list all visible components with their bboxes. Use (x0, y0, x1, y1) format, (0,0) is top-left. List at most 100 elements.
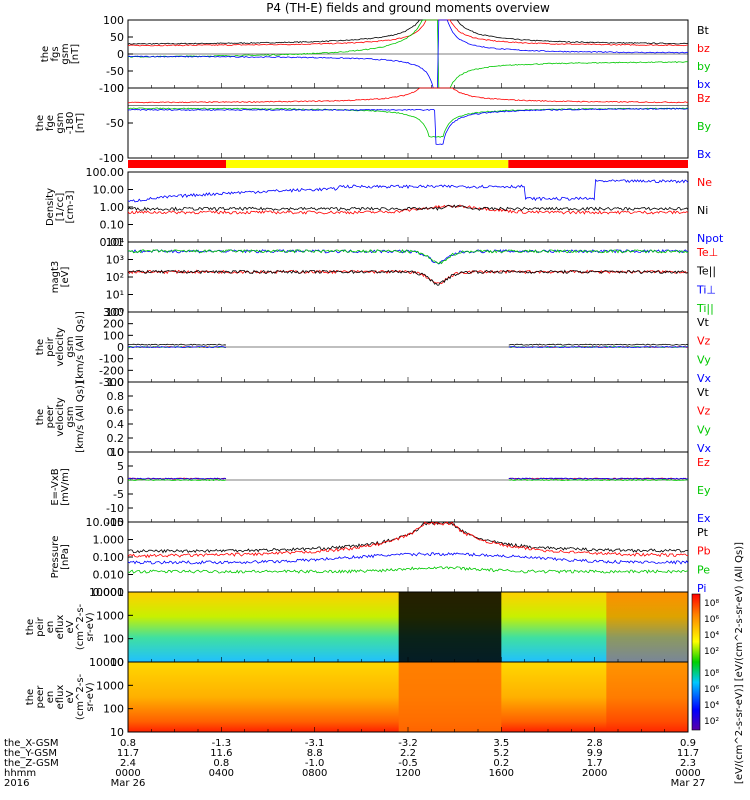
panel-frame (127, 381, 689, 453)
y-tick-label: 10⁴ (106, 236, 125, 249)
legend-fge-2: Bx (697, 148, 712, 161)
y-tick-label: 200 (103, 318, 124, 331)
colorbar-tick: 10⁸ (704, 599, 719, 609)
y-axis-label-line: the (35, 409, 46, 425)
panel-fgs: 100 50 0 -50 -100 thefgsgsm[nT] Bt bz by bx (40, 14, 711, 95)
legend-density-0: Ne (697, 176, 712, 189)
y-tick-label: 1000 (96, 679, 124, 692)
time-axis-value: 0000 (675, 768, 700, 779)
colorbar-tick: 10² (704, 717, 719, 727)
legend-peer-velocity-0: Vt (697, 386, 710, 399)
trace-efield-1 (127, 479, 689, 481)
trace-temperature-0 (127, 269, 689, 285)
time-axis-value: 2000 (582, 768, 607, 779)
trace-density-0 (127, 204, 689, 215)
legend-temperature-3: Ti|| (696, 302, 714, 315)
panel-pressure: 10.0001.0000.1000.0100.001Pressure[nPa]P… (50, 516, 711, 599)
trace-peir-velocity-0 (127, 343, 689, 346)
spectrogram-late (606, 592, 688, 662)
y-tick-label: 0 (117, 341, 124, 354)
trace-fge-2 (127, 107, 689, 145)
legend-fgs-3: bx (697, 78, 711, 91)
legend-efield-1: Ey (697, 484, 711, 497)
time-axis-value: 0.8 (213, 758, 229, 769)
y-axis-label-line: the (25, 619, 36, 635)
panel-density: 100.00 10.00 1.00 0.10 0.01 Density[1/cc][cm-… (45, 166, 724, 249)
time-axis-value: -1.3 (212, 738, 232, 749)
trace-pressure-2 (127, 566, 689, 574)
y-axis-label-line: -180 (65, 112, 76, 135)
trace-temperature-2 (127, 249, 689, 265)
y-tick-label: 0 (117, 474, 124, 487)
y-axis-label: thepeirvelocitygsm[km/s (All Qs)] (35, 311, 86, 383)
y-axis-label-line: [eV] (60, 267, 71, 288)
y-axis-label-line: gsm (65, 336, 76, 357)
time-axis-value: 2.4 (120, 758, 136, 769)
legend-efield-2: Ex (697, 512, 711, 525)
colorbar-tick: 10² (704, 647, 719, 657)
trace-density-2 (127, 178, 689, 203)
panel-fge: 0 -50 -100 thefgegsm-180[nT] Bz By Bx (35, 82, 712, 165)
y-axis-label-line: the (25, 689, 36, 705)
y-axis-label-line: peer (45, 405, 56, 429)
y-tick-label: 1.00 (100, 201, 125, 214)
y-tick-label: 50 (110, 31, 124, 44)
y-axis-label-line: sr-eV) (85, 682, 96, 711)
y-tick-label: 0 (117, 48, 124, 61)
y-tick-label: 0.6 (107, 404, 125, 417)
time-axis-value: 2.3 (680, 758, 696, 769)
time-axis-value: 9.9 (587, 748, 603, 759)
time-axis-value: -3.2 (398, 738, 418, 749)
y-axis-label-line: the (35, 115, 46, 131)
y-tick-label: 10000 (89, 586, 124, 599)
y-axis-label-line: peir (35, 616, 46, 636)
time-axis-row-label: the_Z-GSM (4, 758, 59, 769)
time-axis-value: 8.8 (307, 748, 323, 759)
legend-density-1: Ni (697, 204, 708, 217)
mode-bar-segment (226, 160, 509, 168)
plot-title: P4 (TH-E) fields and ground moments over… (266, 1, 550, 15)
y-axis-label-line: en (45, 621, 56, 634)
y-axis-label-line: Density (45, 188, 56, 226)
time-axis-value: 3.5 (493, 738, 509, 749)
y-tick-label: 10⁰ (106, 306, 125, 319)
panel-temperature: 10⁴ 10³ 10² 10¹ 10⁰ magt3[eV] Te⊥ Te|| Ti⊥ Ti|| (50, 236, 718, 319)
time-axis-row-label: the_X-GSM (4, 738, 58, 749)
colorbar-tick: 10⁶ (704, 685, 719, 695)
y-axis-label: thepeerenefluxeV(cm^2-s-sr-eV) (25, 673, 96, 720)
legend-peer-velocity-1: Vz (697, 405, 711, 418)
trace-pressure-3 (127, 552, 689, 565)
legend-pressure-1: Pb (697, 545, 711, 558)
y-axis-label-line: gsm (60, 43, 71, 64)
y-tick-label: -100 (99, 353, 124, 366)
legend-temperature-1: Te|| (696, 265, 716, 278)
y-tick-label: -100 (99, 82, 124, 95)
y-axis-label: thefgsgsm[nT] (40, 43, 81, 64)
time-axis-value: 11.7 (117, 748, 139, 759)
y-tick-label: 10.000 (86, 516, 125, 529)
panel-frame (127, 521, 689, 593)
y-axis-label-line: peer (35, 685, 46, 709)
y-tick-label: 300 (103, 306, 124, 319)
y-tick-label: -50 (106, 117, 124, 130)
y-axis-label-line: fge (45, 115, 56, 131)
legend-peir-velocity-0: Vt (697, 316, 710, 329)
trace-fgs-2 (127, 19, 689, 89)
y-axis-label: thepeirenefluxeV(cm^2-s-sr-eV) (25, 603, 96, 650)
y-tick-label: 0.100 (93, 551, 125, 564)
y-axis-label-line: the (35, 339, 46, 355)
y-tick-label: 0 (117, 82, 124, 95)
y-axis-label-line: [km/s (All Qs)] (75, 311, 86, 383)
panel-peer-velocity: 1.00.80.60.40.20.0 thepeervelocitygsm[km/… (35, 376, 712, 459)
time-axis-year: 2016 (4, 778, 29, 789)
panel-frame (127, 87, 689, 159)
panel-peir-eflux: 10000 1000 100 10 thepeirenefluxeV(cm^2-s-sr… (25, 586, 689, 669)
y-tick-label: 0.8 (107, 390, 125, 403)
time-axis-value: 0.8 (120, 738, 136, 749)
y-tick-label: 1.0 (107, 376, 125, 389)
y-tick-label: 0.010 (93, 569, 125, 582)
legend-pressure-0: Pt (697, 526, 709, 539)
time-axis-row-label: the_Y-GSM (4, 748, 57, 759)
